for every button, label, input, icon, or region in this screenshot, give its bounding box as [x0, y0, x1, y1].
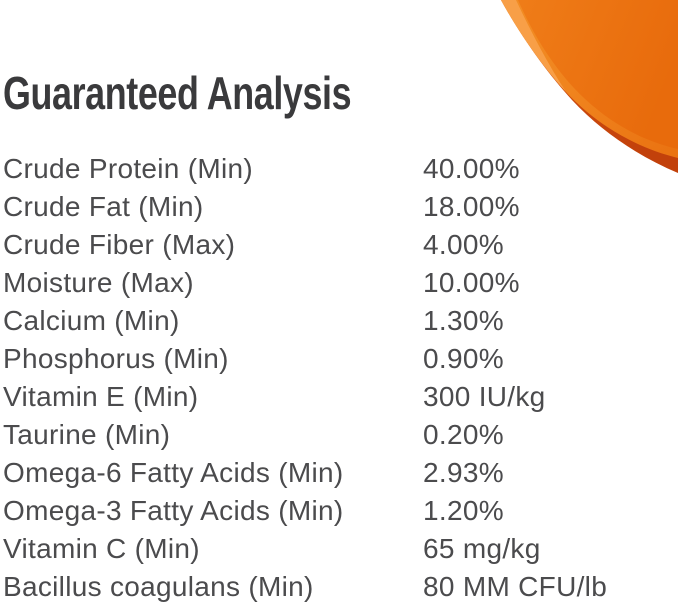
table-row: Vitamin E (Min) 300 IU/kg	[3, 378, 671, 416]
nutrient-label: Bacillus coagulans (Min)	[3, 571, 314, 602]
table-row: Phosphorus (Min) 0.90%	[3, 340, 671, 378]
table-row: Crude Protein (Min) 40.00%	[3, 150, 671, 188]
nutrient-value: 0.90%	[423, 343, 504, 374]
nutrient-label: Calcium (Min)	[3, 305, 180, 336]
nutrient-label: Crude Protein (Min)	[3, 153, 254, 184]
swoosh-sheen	[501, 0, 678, 158]
nutrient-value: 18.00%	[423, 191, 520, 222]
nutrient-label: Phosphorus (Min)	[3, 343, 229, 374]
table-row: Crude Fat (Min) 18.00%	[3, 188, 671, 226]
nutrient-label: Taurine (Min)	[3, 419, 171, 450]
table-row: Moisture (Max) 10.00%	[3, 264, 671, 302]
table-row: Taurine (Min) 0.20%	[3, 416, 671, 454]
nutrient-value: 80 MM CFU/lb	[423, 571, 608, 602]
nutrient-label: Moisture (Max)	[3, 267, 194, 298]
nutrient-value: 1.30%	[423, 305, 504, 336]
table-row: Calcium (Min) 1.30%	[3, 302, 671, 340]
nutrient-value: 40.00%	[423, 153, 520, 184]
nutrient-value: 1.20%	[423, 495, 504, 526]
nutrient-label: Crude Fiber (Max)	[3, 229, 236, 260]
nutrient-label: Omega-3 Fatty Acids (Min)	[3, 495, 344, 526]
nutrient-label: Vitamin E (Min)	[3, 381, 199, 412]
table-row: Vitamin C (Min) 65 mg/kg	[3, 530, 671, 568]
nutrient-value: 2.93%	[423, 457, 504, 488]
nutrient-value: 4.00%	[423, 229, 504, 260]
table-row: Omega-6 Fatty Acids (Min) 2.93%	[3, 454, 671, 492]
swoosh-highlight	[501, 0, 566, 92]
swoosh-dark-edge	[501, 0, 678, 173]
nutrient-value: 65 mg/kg	[423, 533, 541, 564]
nutrient-value: 10.00%	[423, 267, 520, 298]
analysis-table: Crude Protein (Min) 40.00% Crude Fat (Mi…	[3, 150, 671, 604]
table-row: Crude Fiber (Max) 4.00%	[3, 226, 671, 264]
table-row: Bacillus coagulans (Min) 80 MM CFU/lb	[3, 568, 671, 604]
nutrient-value: 0.20%	[423, 419, 504, 450]
page-title: Guaranteed Analysis	[3, 67, 352, 119]
swoosh-body	[501, 0, 678, 158]
nutrient-value: 300 IU/kg	[423, 381, 546, 412]
nutrient-label: Vitamin C (Min)	[3, 533, 200, 564]
table-row: Omega-3 Fatty Acids (Min) 1.20%	[3, 492, 671, 530]
nutrient-label: Omega-6 Fatty Acids (Min)	[3, 457, 344, 488]
nutrient-label: Crude Fat (Min)	[3, 191, 204, 222]
